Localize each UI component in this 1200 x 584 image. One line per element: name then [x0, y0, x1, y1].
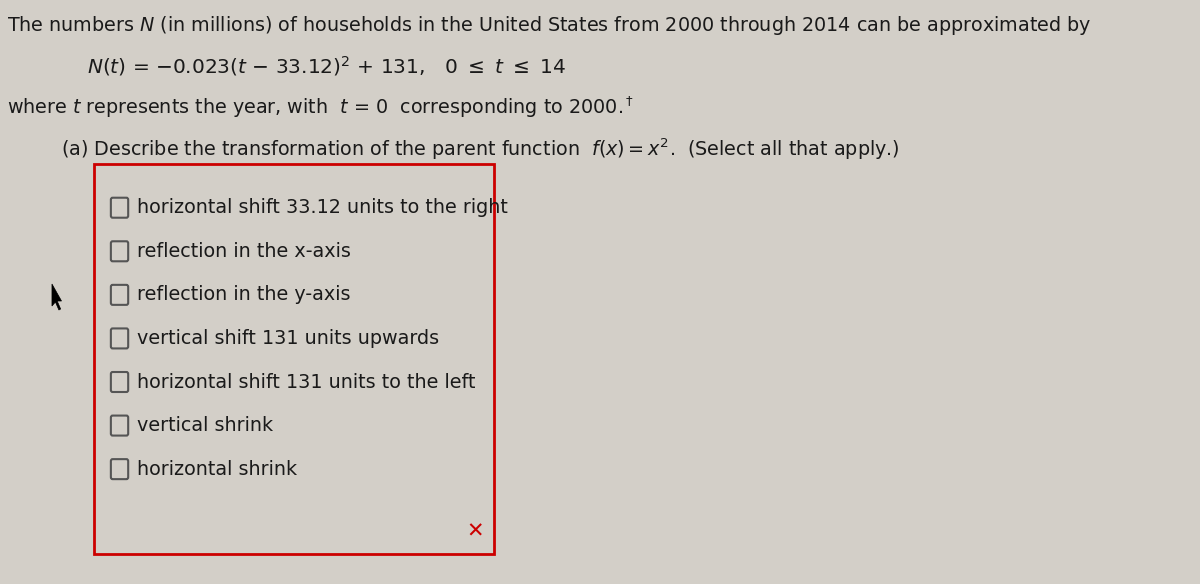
- Bar: [94, 164, 493, 554]
- Text: reflection in the x-axis: reflection in the x-axis: [137, 242, 350, 261]
- Text: The numbers $N$ (in millions) of households in the United States from 2000 throu: The numbers $N$ (in millions) of househo…: [7, 14, 1091, 37]
- Text: reflection in the y-axis: reflection in the y-axis: [137, 286, 350, 304]
- Text: where $t$ represents the year, with  $t$ = 0  corresponding to 2000.$^\dagger$: where $t$ represents the year, with $t$ …: [7, 94, 634, 120]
- Text: ✕: ✕: [466, 522, 484, 542]
- Polygon shape: [52, 284, 61, 310]
- Text: (a) Describe the transformation of the parent function  $f(x) = x^2$.  (Select a: (a) Describe the transformation of the p…: [61, 136, 899, 162]
- Text: horizontal shift 131 units to the left: horizontal shift 131 units to the left: [137, 373, 475, 391]
- Text: vertical shrink: vertical shrink: [137, 416, 272, 435]
- Text: horizontal shift 33.12 units to the right: horizontal shift 33.12 units to the righ…: [137, 198, 508, 217]
- Text: vertical shift 131 units upwards: vertical shift 131 units upwards: [137, 329, 439, 348]
- Text: horizontal shrink: horizontal shrink: [137, 460, 296, 479]
- Text: $N(t)$ = $-$0.023($t$ $-$ 33.12)$^2$ + 131,   0 $\leq$ $t$ $\leq$ 14: $N(t)$ = $-$0.023($t$ $-$ 33.12)$^2$ + 1…: [86, 54, 566, 78]
